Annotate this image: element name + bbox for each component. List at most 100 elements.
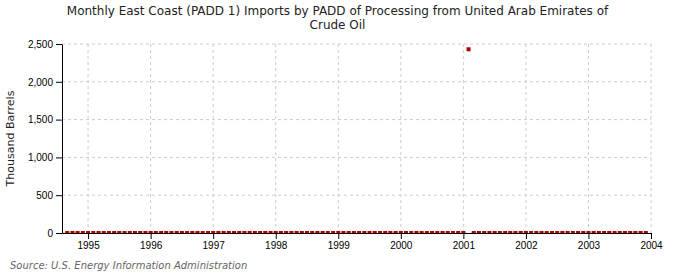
point [123,231,127,233]
x-grid-line [88,44,89,233]
point [201,231,205,233]
point [242,231,246,233]
point [571,231,575,233]
y-tick-label: 500 [36,190,53,201]
x-tick-mark [401,233,402,239]
point [154,231,158,233]
x-tick-label: 2003 [578,240,601,251]
x-tick-mark [526,233,527,239]
point [138,231,142,233]
x-tick-mark [651,233,652,239]
x-tick: 1997 [203,233,226,251]
y-tick-label: 0 [47,228,53,239]
point [555,231,559,233]
point [347,231,351,233]
x-grid-line [588,44,589,233]
x-tick-mark [463,233,464,239]
x-tick-label: 1999 [328,240,351,251]
point [65,231,69,233]
x-tick-label: 1996 [140,240,163,251]
point [362,231,366,233]
point [592,231,596,233]
title-line: Crude Oil [310,18,366,32]
point [430,231,434,233]
point [644,231,648,233]
point [378,231,382,233]
x-tick: 2002 [515,233,538,251]
point [263,231,267,233]
x-tick-mark [276,233,277,239]
y-tick-mark [56,157,62,158]
point [524,231,528,233]
point [159,231,163,233]
point [112,231,116,233]
point [185,231,189,233]
point [545,231,549,233]
x-grid-line [338,44,339,233]
y-tick-mark [56,82,62,83]
point [175,231,179,233]
point [618,231,622,233]
x-grid-line [525,44,526,233]
point [613,231,617,233]
point [623,231,627,233]
points [65,47,648,233]
y-tick-label: 2,000 [28,77,53,88]
point [143,231,147,233]
point [425,231,429,233]
point [534,231,538,233]
point [550,231,554,233]
y-grid-line [62,81,651,82]
x-tick-mark [588,233,589,239]
x-tick-mark [213,233,214,239]
point [232,231,236,233]
point [456,231,460,233]
x-grid-line [463,44,464,233]
x-tick: 2001 [453,233,476,251]
y-grid-line [62,119,651,120]
y-grid-line [62,44,651,45]
point [289,231,293,233]
point [597,231,601,233]
point [404,231,408,233]
y-tick: 0 [47,228,62,239]
y-tick-label: 1,500 [28,114,53,125]
y-axis-label: Thousand Barrels [4,90,17,187]
point [97,231,101,233]
y-tick-mark [56,195,62,196]
point [409,231,413,233]
point [498,231,502,233]
point [128,231,132,233]
point [441,231,445,233]
x-tick: 1999 [328,233,351,251]
y-tick: 1,000 [28,152,62,163]
point [414,231,418,233]
point [164,231,168,233]
point [117,231,121,233]
point [310,231,314,233]
point [639,231,643,233]
point [513,231,517,233]
point [519,231,523,233]
x-tick-label: 1997 [203,240,226,251]
point [326,231,330,233]
point [472,231,476,233]
point [305,231,309,233]
point [253,231,257,233]
source-note: Source: U.S. Energy Information Administ… [10,260,247,271]
point [76,231,80,233]
point [435,231,439,233]
x-tick-label: 2004 [640,240,663,251]
x-grid-line [150,44,151,233]
x-grid-line [275,44,276,233]
y-tick-mark [56,233,62,234]
title-line: Monthly East Coast (PADD 1) Imports by P… [67,4,609,18]
point [633,231,637,233]
point [352,231,356,233]
y-grid-line [62,157,651,158]
point [451,231,455,233]
x-tick-mark [338,233,339,239]
plot: 1995199619971998199920002001200220032004… [4,39,663,251]
x-axis: 1995199619971998199920002001200220032004 [63,233,664,251]
point [133,231,137,233]
